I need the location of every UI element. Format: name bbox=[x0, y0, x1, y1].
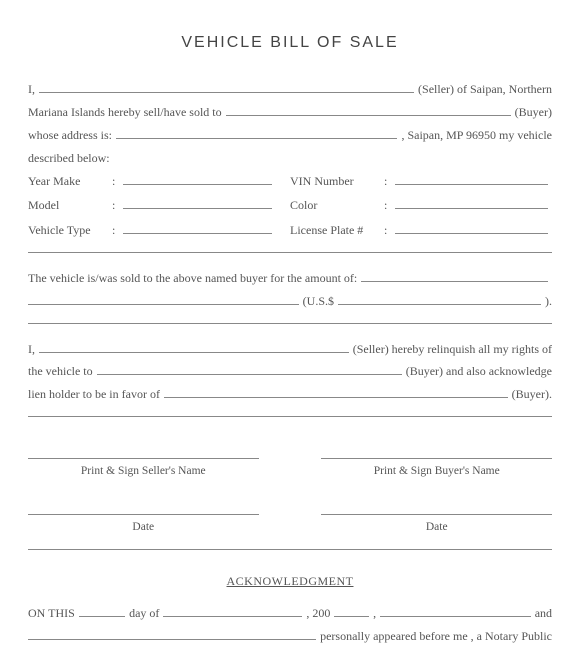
label-model: Model bbox=[28, 194, 110, 217]
text-whose-address: whose address is: bbox=[28, 124, 112, 147]
label-year-make: Year Make bbox=[28, 170, 110, 193]
text-address-tail: , Saipan, MP 96950 my vehicle bbox=[401, 124, 552, 147]
label-vehicle-type: Vehicle Type bbox=[28, 219, 110, 242]
ack-line-1: ON THIS day of , 200 , and bbox=[28, 602, 552, 625]
blank-seller-signature[interactable] bbox=[28, 445, 259, 459]
blank-year[interactable] bbox=[334, 605, 369, 617]
blank-vin[interactable] bbox=[395, 173, 548, 185]
blank-seller-name[interactable] bbox=[39, 81, 414, 93]
text-i-2: I, bbox=[28, 338, 35, 361]
caption-seller-sign: Print & Sign Seller's Name bbox=[28, 461, 259, 483]
text-mariana: Mariana Islands hereby sell/have sold to bbox=[28, 101, 222, 124]
divider-2 bbox=[28, 323, 552, 324]
seller-date-box: Date bbox=[28, 501, 259, 539]
text-and: and bbox=[535, 602, 552, 625]
document-title: VEHICLE BILL OF SALE bbox=[28, 28, 552, 58]
blank-name-1[interactable] bbox=[380, 605, 531, 617]
sale-line-2: (U.S.$ ). bbox=[28, 290, 552, 313]
buyer-date-box: Date bbox=[321, 501, 552, 539]
intro-line-4: described below: bbox=[28, 147, 552, 170]
vehicle-row-1: Year Make : VIN Number : bbox=[28, 170, 552, 193]
sale-line-1: The vehicle is/was sold to the above nam… bbox=[28, 267, 552, 290]
blank-amount-num[interactable] bbox=[338, 293, 541, 305]
blank-amount-words[interactable] bbox=[361, 270, 548, 282]
vehicle-row-2: Model : Color : bbox=[28, 194, 552, 217]
document-page: VEHICLE BILL OF SALE I, (Seller) of Saip… bbox=[0, 0, 580, 648]
text-seller-of: (Seller) of Saipan, Northern bbox=[418, 78, 552, 101]
blank-vehicle-type[interactable] bbox=[123, 222, 272, 234]
relinquish-line-1: I, (Seller) hereby relinquish all my rig… bbox=[28, 338, 552, 361]
intro-line-2: Mariana Islands hereby sell/have sold to… bbox=[28, 101, 552, 124]
intro-line-1: I, (Seller) of Saipan, Northern bbox=[28, 78, 552, 101]
signature-row-dates: Date Date bbox=[28, 501, 552, 539]
text-lien: lien holder to be in favor of bbox=[28, 383, 160, 406]
blank-license[interactable] bbox=[395, 222, 548, 234]
text-sold-for: The vehicle is/was sold to the above nam… bbox=[28, 267, 357, 290]
text-day-of: day of bbox=[129, 602, 159, 625]
relinquish-line-3: lien holder to be in favor of (Buyer). bbox=[28, 383, 552, 406]
blank-month[interactable] bbox=[163, 605, 302, 617]
colon: : bbox=[112, 219, 115, 242]
colon: : bbox=[112, 194, 115, 217]
text-i: I, bbox=[28, 78, 35, 101]
divider-4 bbox=[28, 549, 552, 550]
divider-3 bbox=[28, 416, 552, 417]
blank-model[interactable] bbox=[123, 197, 272, 209]
blank-name-2[interactable] bbox=[28, 628, 316, 640]
colon: : bbox=[384, 194, 387, 217]
divider-1 bbox=[28, 252, 552, 253]
text-vehicle-to: the vehicle to bbox=[28, 360, 93, 383]
text-acknowledge: (Buyer) and also acknowledge bbox=[406, 360, 552, 383]
label-license: License Plate # bbox=[290, 219, 382, 242]
caption-buyer-date: Date bbox=[321, 517, 552, 539]
seller-sign-box: Print & Sign Seller's Name bbox=[28, 445, 259, 483]
text-close-paren: ). bbox=[545, 290, 552, 313]
caption-seller-date: Date bbox=[28, 517, 259, 539]
blank-day[interactable] bbox=[79, 605, 125, 617]
buyer-sign-box: Print & Sign Buyer's Name bbox=[321, 445, 552, 483]
text-us-dollar: (U.S.$ bbox=[303, 290, 334, 313]
relinquish-line-2: the vehicle to (Buyer) and also acknowle… bbox=[28, 360, 552, 383]
colon: : bbox=[384, 219, 387, 242]
blank-buyer-date[interactable] bbox=[321, 501, 552, 515]
blank-amount-words-2[interactable] bbox=[28, 293, 299, 305]
blank-address[interactable] bbox=[116, 127, 397, 139]
intro-line-3: whose address is: , Saipan, MP 96950 my … bbox=[28, 124, 552, 147]
caption-buyer-sign: Print & Sign Buyer's Name bbox=[321, 461, 552, 483]
text-relinquish: (Seller) hereby relinquish all my rights… bbox=[353, 338, 552, 361]
vehicle-row-3: Vehicle Type : License Plate # : bbox=[28, 219, 552, 242]
colon: : bbox=[384, 170, 387, 193]
blank-seller-2[interactable] bbox=[39, 341, 349, 353]
text-year-prefix: , 200 bbox=[306, 602, 330, 625]
colon: : bbox=[112, 170, 115, 193]
label-color: Color bbox=[290, 194, 382, 217]
blank-year-make[interactable] bbox=[123, 173, 272, 185]
signature-row-names: Print & Sign Seller's Name Print & Sign … bbox=[28, 445, 552, 483]
text-buyer: (Buyer) bbox=[515, 101, 552, 124]
blank-buyer-signature[interactable] bbox=[321, 445, 552, 459]
text-comma: , bbox=[373, 602, 376, 625]
blank-buyer-name[interactable] bbox=[226, 104, 511, 116]
text-buyer-3: (Buyer). bbox=[512, 383, 552, 406]
text-notary: personally appeared before me , a Notary… bbox=[320, 625, 552, 648]
blank-lien[interactable] bbox=[164, 386, 508, 398]
blank-seller-date[interactable] bbox=[28, 501, 259, 515]
ack-line-2: personally appeared before me , a Notary… bbox=[28, 625, 552, 648]
label-vin: VIN Number bbox=[290, 170, 382, 193]
text-on-this: ON THIS bbox=[28, 602, 75, 625]
acknowledgment-title: ACKNOWLEDGMENT bbox=[28, 570, 552, 593]
blank-buyer-2[interactable] bbox=[97, 363, 402, 375]
blank-color[interactable] bbox=[395, 197, 548, 209]
